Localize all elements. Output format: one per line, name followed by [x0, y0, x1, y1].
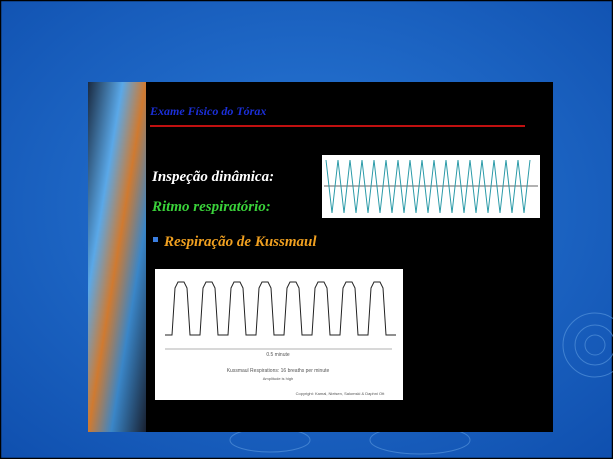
decor-strip	[88, 82, 146, 432]
waveform	[165, 281, 396, 336]
text-line: Respiração de Kussmaul	[163, 234, 317, 250]
caption: Kussmaul Respirations: 16 breaths per mi…	[227, 368, 330, 374]
caption: 0.5 minute	[266, 352, 290, 358]
waveform	[325, 159, 531, 214]
slide-title: Exame Físico do Tórax	[149, 104, 266, 118]
text-line: Ritmo respiratório:	[151, 199, 271, 215]
caption: Amplitude is high	[263, 376, 293, 381]
caption: Copyright: Kamal, Nielsen, Salomski & Da…	[296, 391, 386, 396]
bullet	[153, 237, 158, 242]
text-line: Inspeção dinâmica:	[151, 169, 274, 185]
